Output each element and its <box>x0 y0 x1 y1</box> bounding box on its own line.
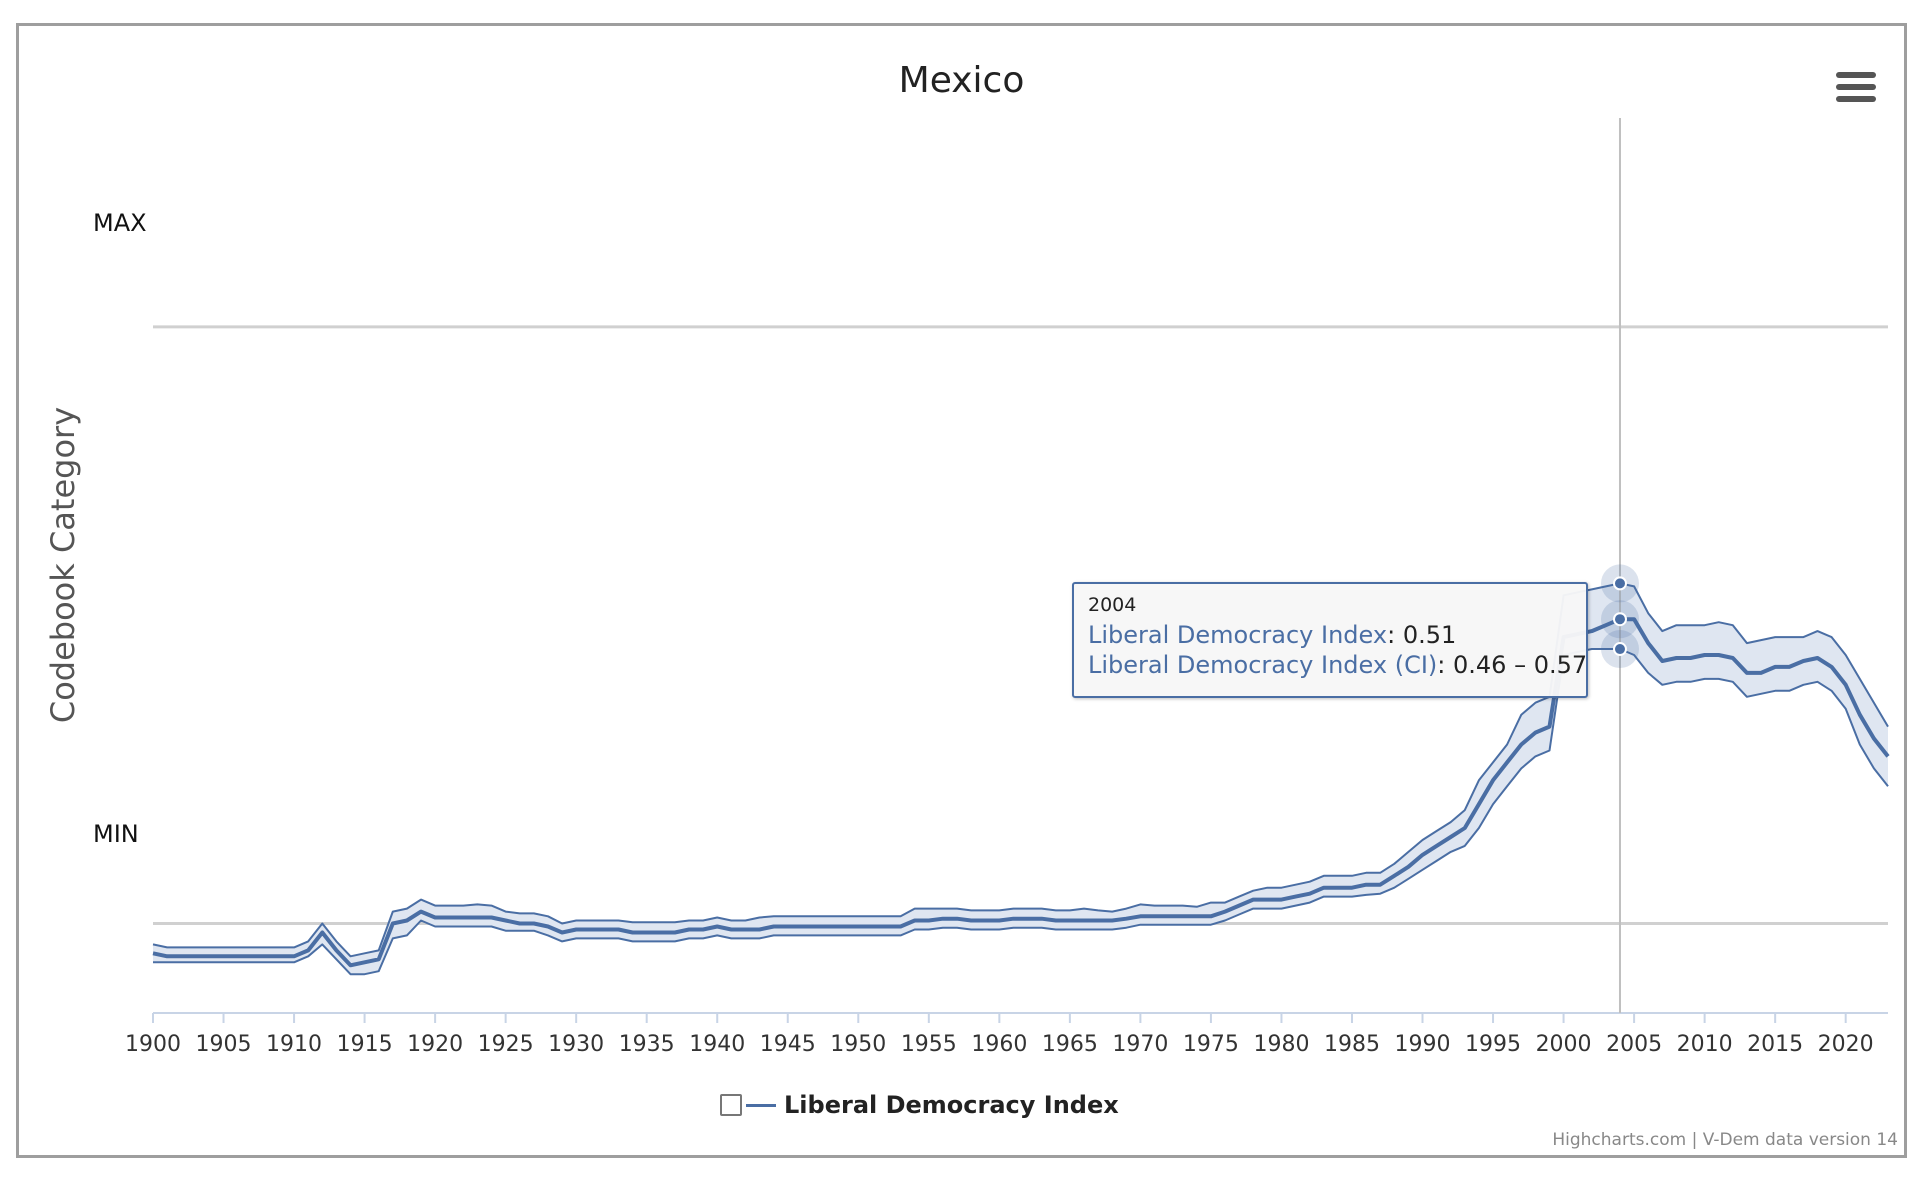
x-tick-label-1950: 1950 <box>830 1032 886 1057</box>
x-tick-label-1995: 1995 <box>1465 1032 1521 1057</box>
x-tick-label-1985: 1985 <box>1324 1032 1380 1057</box>
x-tick-label-2005: 2005 <box>1606 1032 1662 1057</box>
x-tick-label-1900: 1900 <box>125 1032 181 1057</box>
tooltip-value-row: Liberal Democracy Index: 0.51 <box>1088 621 1457 649</box>
tooltip-series-label: Liberal Democracy Index <box>1088 621 1388 649</box>
marker-ci-high <box>1612 576 1627 591</box>
tooltip-ci-row: Liberal Democracy Index (CI): 0.46 – 0.5… <box>1088 651 1588 679</box>
x-tick-label-1945: 1945 <box>760 1032 816 1057</box>
credits[interactable]: Highcharts.com | V-Dem data version 14 <box>1552 1130 1898 1150</box>
x-tick-label-1910: 1910 <box>266 1032 322 1057</box>
x-tick-label-2010: 2010 <box>1677 1032 1733 1057</box>
tooltip: 2004 Liberal Democracy Index: 0.51 Liber… <box>1072 582 1588 698</box>
marker-ci-low <box>1612 642 1627 657</box>
x-tick-label-1930: 1930 <box>548 1032 604 1057</box>
x-tick-label-1960: 1960 <box>971 1032 1027 1057</box>
x-tick-label-1980: 1980 <box>1253 1032 1309 1057</box>
tooltip-value: 0.51 <box>1402 621 1457 649</box>
x-tick-label-1920: 1920 <box>407 1032 463 1057</box>
marker-value <box>1612 612 1627 627</box>
x-tick-label-1965: 1965 <box>1042 1032 1098 1057</box>
x-tick-label-1970: 1970 <box>1112 1032 1168 1057</box>
legend-checkbox[interactable] <box>720 1094 742 1116</box>
tooltip-ci-value: 0.46 – 0.57 <box>1453 651 1588 679</box>
x-tick-label-1935: 1935 <box>619 1032 675 1057</box>
y-category-min-label: MIN <box>93 820 139 848</box>
legend-item-liberal-democracy-index[interactable]: Liberal Democracy Index <box>720 1090 1119 1120</box>
tooltip-year: 2004 <box>1088 594 1137 616</box>
x-tick-label-1905: 1905 <box>196 1032 252 1057</box>
tooltip-ci-label: Liberal Democracy Index (CI) <box>1088 651 1438 679</box>
x-tick-label-2000: 2000 <box>1536 1032 1592 1057</box>
y-category-max-label: MAX <box>93 209 147 237</box>
x-tick-label-1925: 1925 <box>478 1032 534 1057</box>
legend-label: Liberal Democracy Index <box>784 1091 1119 1119</box>
hamburger-menu-icon[interactable] <box>1836 72 1876 104</box>
x-tick-label-1955: 1955 <box>901 1032 957 1057</box>
legend-line-symbol <box>746 1103 776 1107</box>
y-axis-title: Codebook Category <box>44 407 82 723</box>
x-tick-label-2015: 2015 <box>1747 1032 1803 1057</box>
x-tick-label-1990: 1990 <box>1395 1032 1451 1057</box>
x-tick-label-1940: 1940 <box>689 1032 745 1057</box>
chart-title: Mexico <box>898 60 1025 101</box>
x-tick-label-1915: 1915 <box>337 1032 393 1057</box>
x-tick-label-1975: 1975 <box>1183 1032 1239 1057</box>
x-tick-label-2020: 2020 <box>1818 1032 1874 1057</box>
